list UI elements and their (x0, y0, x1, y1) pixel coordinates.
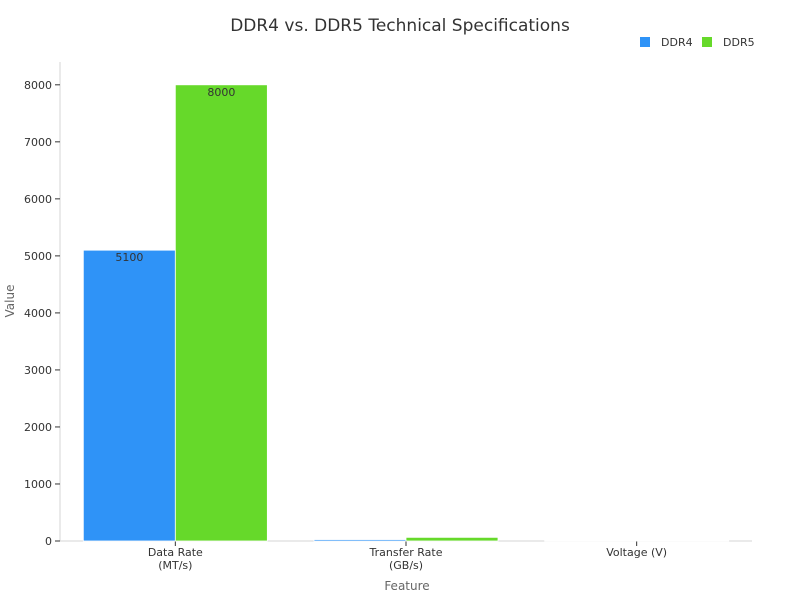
x-tick-label: (MT/s) (158, 559, 192, 572)
bar-ddr5-0 (174, 84, 268, 542)
data-label: 5100 (115, 251, 143, 264)
y-tick-label: 0 (45, 535, 52, 548)
y-tick-label: 6000 (24, 193, 52, 206)
legend: DDR4 DDR5 (640, 36, 755, 49)
legend-label-ddr5: DDR5 (723, 36, 755, 49)
bar-ddr4-2 (544, 540, 638, 542)
x-tick-labels: Data Rate(MT/s) Transfer Rate(GB/s) Voltag… (148, 546, 667, 572)
y-tick-label: 1000 (24, 478, 52, 491)
x-tick-label: Transfer Rate (369, 546, 443, 559)
chart-title: DDR4 vs. DDR5 Technical Specifications (230, 16, 570, 36)
y-axis-title: Value (3, 285, 17, 318)
bar-ddr5-2 (636, 540, 730, 542)
x-axis-title: Feature (384, 579, 429, 593)
bars: 5100 8000 (82, 84, 730, 542)
y-axis (55, 62, 61, 542)
x-tick-label: Voltage (V) (606, 546, 667, 559)
y-tick-label: 8000 (24, 79, 52, 92)
y-tick-label: 3000 (24, 364, 52, 377)
bar-ddr5-1 (405, 536, 499, 542)
y-tick-label: 2000 (24, 421, 52, 434)
y-tick-label: 4000 (24, 307, 52, 320)
y-tick-labels: 0 1000 2000 3000 4000 5000 6000 7000 8000 (24, 79, 52, 548)
bar-ddr4-0 (82, 249, 176, 542)
y-tick-label: 7000 (24, 136, 52, 149)
data-label: 8000 (207, 86, 235, 99)
legend-swatch-ddr4 (640, 37, 650, 47)
bar-ddr4-1 (313, 539, 407, 542)
legend-swatch-ddr5 (702, 37, 712, 47)
y-tick-label: 5000 (24, 250, 52, 263)
legend-label-ddr4: DDR4 (661, 36, 693, 49)
x-tick-label: (GB/s) (389, 559, 423, 572)
x-tick-label: Data Rate (148, 546, 203, 559)
